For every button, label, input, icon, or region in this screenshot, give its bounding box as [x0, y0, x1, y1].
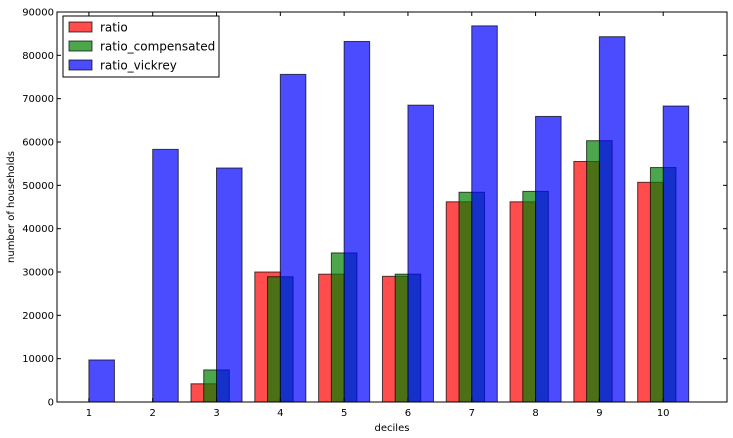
y-tick-label: 50000 — [22, 181, 54, 192]
x-tick-label: 10 — [657, 408, 670, 419]
y-tick-label: 90000 — [22, 8, 54, 19]
bar-ratio_vickrey-decile-7 — [471, 25, 498, 403]
y-tick-label: 0 — [48, 398, 54, 409]
ticks-layer: 1 2 3 4 5 6 7 8 9 10 0 10000 20000 30000 40000 50000 600… — [22, 8, 727, 419]
x-tick-label: 7 — [469, 408, 475, 419]
x-tick-label: 4 — [277, 408, 283, 419]
legend-label-ratio_compensated: ratio_compensated — [100, 40, 215, 54]
bars-layer — [88, 25, 690, 403]
y-tick-label: 10000 — [22, 354, 54, 365]
y-tick-label: 20000 — [22, 311, 54, 322]
legend-swatch-ratio_compensated — [68, 40, 93, 52]
legend-swatch-ratio — [68, 21, 93, 33]
y-tick-label: 30000 — [22, 268, 54, 279]
bar-ratio_vickrey-decile-4 — [279, 73, 307, 403]
x-tick-label: 3 — [213, 408, 219, 419]
bar-ratio_vickrey-decile-5 — [343, 40, 371, 403]
y-tick-label: 40000 — [22, 224, 54, 235]
y-tick-label: 70000 — [22, 94, 54, 105]
legend: ratio ratio_compensated ratio_vickrey — [62, 15, 220, 78]
y-tick-label: 80000 — [22, 51, 54, 62]
bar-ratio_vickrey-decile-1 — [88, 359, 115, 403]
x-tick-label: 8 — [532, 408, 538, 419]
plot-frame — [56, 11, 728, 403]
legend-label-ratio: ratio — [100, 21, 128, 35]
x-tick-label: 1 — [86, 408, 92, 419]
x-tick-label: 6 — [405, 408, 411, 419]
legend-label-ratio_vickrey: ratio_vickrey — [100, 59, 177, 73]
x-tick-label: 5 — [341, 408, 347, 419]
bar-ratio_vickrey-decile-2 — [152, 148, 179, 403]
bar-ratio_vickrey-decile-6 — [407, 104, 434, 403]
bar-ratio_vickrey-decile-9 — [598, 36, 626, 403]
y-axis-label: number of households — [6, 151, 17, 263]
y-tick-label: 60000 — [22, 138, 54, 149]
x-tick-label: 2 — [150, 408, 156, 419]
legend-swatch-ratio_vickrey — [68, 59, 93, 71]
x-axis-label: deciles — [375, 423, 410, 434]
bar-ratio_vickrey-decile-8 — [535, 115, 562, 403]
x-tick-label: 9 — [596, 408, 602, 419]
bar-ratio_vickrey-decile-3 — [216, 167, 243, 403]
bar-ratio_vickrey-decile-10 — [662, 105, 690, 403]
